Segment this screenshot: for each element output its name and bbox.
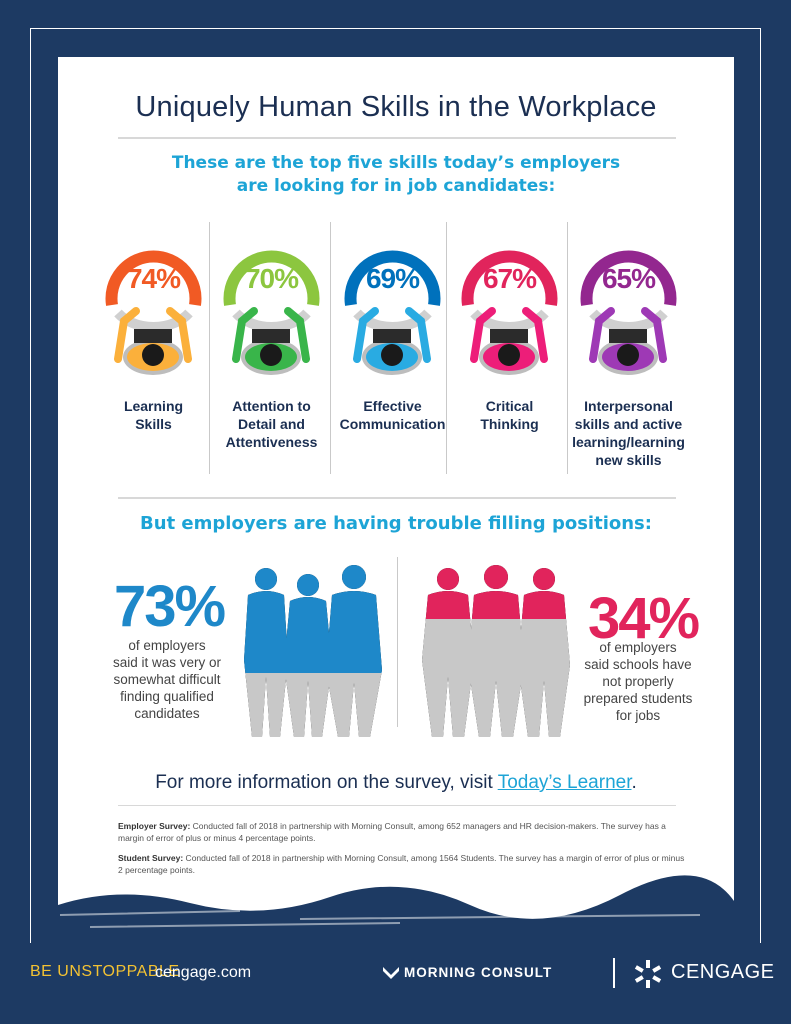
skill-percent: 69% xyxy=(365,263,420,294)
person-at-desk-icon xyxy=(580,250,677,375)
skill-label-line: skills and active xyxy=(574,416,683,432)
employer-survey-text: Conducted fall of 2018 in partnership wi… xyxy=(118,821,666,843)
skill-label-line: new skills xyxy=(595,452,662,468)
skill-label-line: Learning xyxy=(123,398,184,414)
logo-divider xyxy=(613,958,615,988)
stat-text-line: prepared students xyxy=(583,691,693,706)
stat-right-percent: 34% xyxy=(588,586,700,651)
footer-divider xyxy=(118,805,676,806)
brush-wave xyxy=(58,875,734,955)
skill-label-line: Thinking xyxy=(480,416,539,432)
skill-percent: 74% xyxy=(126,263,181,294)
skill-column: 74% Learning Skills xyxy=(96,239,211,479)
skill-label-line: Detail and xyxy=(238,416,305,432)
infographic-card: Uniquely Human Skills in the Workplace T… xyxy=(58,57,734,925)
student-survey-note: Student Survey: Conducted fall of 2018 i… xyxy=(118,852,688,876)
cengage-site-link[interactable]: cengage.com xyxy=(155,964,252,981)
skill-label: Attention to Detail and Attentiveness xyxy=(209,397,334,451)
skill-column: 69% Effective Communication xyxy=(335,239,450,479)
subtitle-line-2: are looking for in job candidates: xyxy=(236,176,556,196)
skill-percent: 70% xyxy=(244,263,299,294)
skill-separator xyxy=(330,222,331,474)
more-info-prefix: For more information on the survey, visi… xyxy=(155,772,498,793)
employer-survey-label: Employer Survey: xyxy=(118,821,191,831)
skill-label: Learning Skills xyxy=(91,397,216,433)
person-at-desk-icon xyxy=(105,250,202,375)
skill-column: 67% Critical Thinking xyxy=(452,239,567,479)
stat-separator xyxy=(397,557,398,727)
skill-label-line: Critical xyxy=(485,398,534,414)
skill-label-line: Attentiveness xyxy=(225,434,318,450)
trouble-heading: But employers are having trouble filling… xyxy=(58,512,734,535)
subtitle-line-1: These are the top five skills today’s em… xyxy=(171,153,621,173)
employer-survey-note: Employer Survey: Conducted fall of 2018 … xyxy=(118,820,688,844)
cengage-logo-icon xyxy=(634,960,662,988)
skill-label-line: Attention to xyxy=(232,398,311,414)
skill-separator xyxy=(567,222,568,474)
skill-percent: 67% xyxy=(482,263,537,294)
skill-label: Interpersonal skills and active learning/l… xyxy=(566,397,691,469)
stat-text-line: of employers xyxy=(599,640,677,655)
skills-subtitle: These are the top five skills today’s em… xyxy=(58,152,734,198)
people-figures-right xyxy=(422,565,570,737)
skill-percent: 65% xyxy=(601,263,656,294)
page-title: Uniquely Human Skills in the Workplace xyxy=(135,91,657,123)
stat-text-line: said schools have xyxy=(584,657,692,672)
trouble-heading-text: But employers are having trouble filling… xyxy=(140,513,652,534)
more-info-suffix: . xyxy=(631,772,637,793)
cengage-logo: CENGAGE xyxy=(671,961,775,983)
title-divider xyxy=(118,137,676,139)
stat-text-line: candidates xyxy=(134,706,200,721)
skill-separator xyxy=(446,222,447,474)
skill-label-line: Communication xyxy=(339,416,446,432)
section-divider xyxy=(118,497,676,499)
frame-line xyxy=(30,28,761,943)
skill-label-line: learning/learning xyxy=(572,434,685,450)
skill-label-line: Effective xyxy=(363,398,422,414)
skill-column: 70% Attention to Detail and Attentiveness xyxy=(214,239,329,479)
stat-left-text: of employers said it was very or somewhat … xyxy=(102,637,232,722)
stat-text-line: somewhat difficult xyxy=(113,672,221,687)
person-at-desk-icon xyxy=(344,250,441,375)
skill-label-line: Skills xyxy=(135,416,172,432)
todays-learner-link[interactable]: Today’s Learner xyxy=(497,772,632,793)
be-unstoppable-tagline: BE UNSTOPPABLE xyxy=(30,963,180,980)
skill-separator xyxy=(209,222,210,474)
person-at-desk-icon xyxy=(461,250,558,375)
stat-text-line: for jobs xyxy=(615,708,661,723)
person-at-desk-icon xyxy=(223,250,320,375)
stat-text-line: said it was very or xyxy=(112,655,222,670)
people-figures-left xyxy=(244,565,382,737)
stat-right-text: of employers said schools have not properl… xyxy=(573,639,703,724)
stat-left-percent: 73% xyxy=(114,574,226,639)
student-survey-label: Student Survey: xyxy=(118,853,184,863)
skill-label: Critical Thinking xyxy=(447,397,572,433)
skill-label-line: Interpersonal xyxy=(584,398,673,414)
skill-column: 65% Interpersonal skills and active learnin… xyxy=(571,239,686,479)
stat-text-line: finding qualified xyxy=(120,689,214,704)
stat-text-line: not properly xyxy=(602,674,674,689)
morning-consult-logo-icon xyxy=(383,967,399,979)
morning-consult-logo: MORNING CONSULT xyxy=(404,965,553,980)
student-survey-text: Conducted fall of 2018 in partnership wi… xyxy=(118,853,685,875)
stat-text-line: of employers xyxy=(128,638,206,653)
more-info-line: For more information on the survey, visi… xyxy=(58,772,734,794)
skill-label: Effective Communication xyxy=(330,397,455,433)
